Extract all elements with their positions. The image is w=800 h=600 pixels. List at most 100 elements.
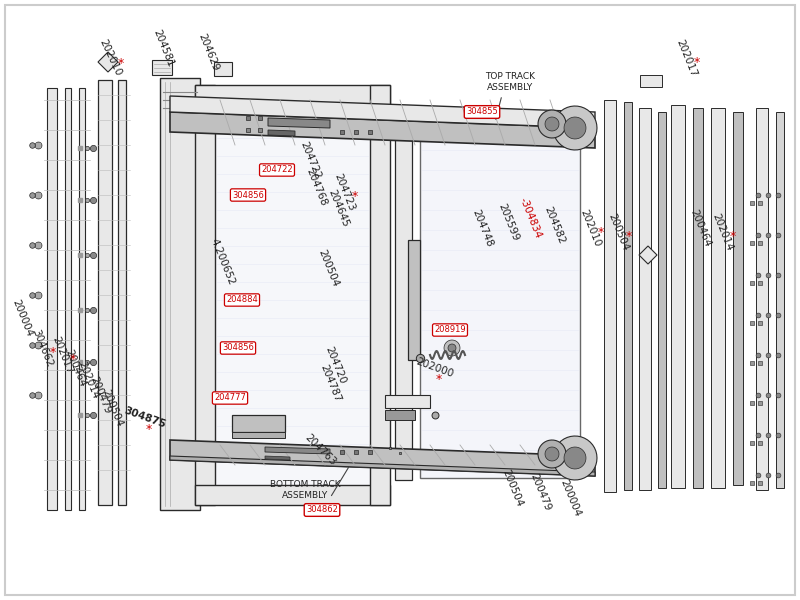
Text: 200504: 200504 bbox=[606, 212, 630, 252]
Text: 204768: 204768 bbox=[304, 167, 328, 207]
Text: 204581: 204581 bbox=[151, 28, 175, 68]
Polygon shape bbox=[640, 75, 662, 87]
Text: 204722: 204722 bbox=[261, 166, 293, 175]
Text: *: * bbox=[436, 373, 442, 386]
Polygon shape bbox=[545, 117, 559, 131]
Text: *: * bbox=[626, 230, 632, 243]
Text: 200004: 200004 bbox=[10, 298, 34, 338]
Text: 202010: 202010 bbox=[97, 38, 123, 78]
Polygon shape bbox=[170, 112, 595, 148]
Text: 304855: 304855 bbox=[466, 107, 498, 116]
Text: 204777: 204777 bbox=[214, 394, 246, 403]
Text: 200479: 200479 bbox=[88, 375, 112, 415]
Polygon shape bbox=[385, 410, 415, 420]
Text: 204723: 204723 bbox=[332, 172, 356, 212]
Polygon shape bbox=[408, 240, 420, 360]
Text: 202014: 202014 bbox=[76, 360, 100, 400]
Text: 204787: 204787 bbox=[318, 363, 342, 403]
Text: *: * bbox=[694, 56, 700, 69]
Text: 304875: 304875 bbox=[122, 406, 167, 430]
Polygon shape bbox=[268, 130, 295, 136]
Polygon shape bbox=[98, 52, 118, 72]
Text: 304856: 304856 bbox=[232, 191, 264, 199]
Polygon shape bbox=[268, 118, 330, 128]
Text: 204884: 204884 bbox=[226, 295, 258, 304]
Text: *: * bbox=[598, 226, 604, 239]
Text: 200504: 200504 bbox=[500, 468, 524, 508]
Polygon shape bbox=[671, 105, 685, 488]
Polygon shape bbox=[214, 62, 232, 76]
Text: 200504: 200504 bbox=[316, 248, 340, 288]
Text: 202010: 202010 bbox=[578, 208, 602, 248]
Polygon shape bbox=[564, 117, 586, 139]
Text: *: * bbox=[118, 56, 124, 70]
Polygon shape bbox=[444, 340, 460, 356]
Polygon shape bbox=[711, 108, 725, 488]
Text: 204722: 204722 bbox=[298, 140, 322, 180]
Polygon shape bbox=[604, 100, 616, 492]
Text: 304662: 304662 bbox=[30, 328, 54, 368]
Polygon shape bbox=[553, 436, 597, 480]
Polygon shape bbox=[564, 447, 586, 469]
Polygon shape bbox=[232, 415, 285, 432]
Polygon shape bbox=[624, 102, 632, 490]
Text: *: * bbox=[146, 423, 152, 436]
Polygon shape bbox=[448, 344, 456, 352]
Text: 202014: 202014 bbox=[710, 212, 734, 252]
Polygon shape bbox=[639, 246, 657, 264]
Text: 208919: 208919 bbox=[434, 325, 466, 335]
Polygon shape bbox=[98, 80, 112, 505]
Text: 204720: 204720 bbox=[323, 345, 347, 385]
Polygon shape bbox=[170, 456, 595, 476]
Polygon shape bbox=[195, 85, 390, 105]
Polygon shape bbox=[420, 112, 580, 478]
Text: 204629: 204629 bbox=[196, 32, 220, 72]
Text: 304856: 304856 bbox=[222, 343, 254, 352]
Text: 204748: 204748 bbox=[470, 208, 494, 248]
Polygon shape bbox=[65, 88, 71, 510]
Polygon shape bbox=[658, 112, 666, 488]
Polygon shape bbox=[170, 440, 595, 476]
Polygon shape bbox=[538, 440, 566, 468]
Polygon shape bbox=[215, 105, 370, 485]
Polygon shape bbox=[639, 108, 651, 490]
Text: 200464: 200464 bbox=[688, 208, 712, 248]
Polygon shape bbox=[776, 112, 784, 488]
Text: 204763: 204763 bbox=[302, 433, 338, 467]
Text: 304862: 304862 bbox=[306, 505, 338, 514]
Text: 205599: 205599 bbox=[496, 202, 520, 242]
Text: 4.200652: 4.200652 bbox=[208, 237, 236, 287]
Text: 200479: 200479 bbox=[528, 472, 552, 512]
Polygon shape bbox=[265, 447, 330, 454]
Text: 202000: 202000 bbox=[415, 356, 455, 379]
Polygon shape bbox=[733, 112, 743, 485]
Text: 202017: 202017 bbox=[674, 38, 698, 78]
Polygon shape bbox=[265, 456, 290, 460]
Text: 202017: 202017 bbox=[50, 335, 74, 375]
Polygon shape bbox=[553, 106, 597, 150]
Text: -304834: -304834 bbox=[518, 196, 542, 240]
Polygon shape bbox=[538, 110, 566, 138]
Polygon shape bbox=[232, 432, 285, 438]
Text: BOTTOM TRACK
ASSEMBLY: BOTTOM TRACK ASSEMBLY bbox=[270, 480, 340, 500]
Polygon shape bbox=[170, 96, 595, 128]
Polygon shape bbox=[385, 395, 430, 408]
Text: 200004: 200004 bbox=[558, 478, 582, 518]
Polygon shape bbox=[160, 78, 200, 510]
Polygon shape bbox=[118, 80, 126, 505]
Text: TOP TRACK
ASSEMBLY: TOP TRACK ASSEMBLY bbox=[485, 72, 535, 92]
Text: *: * bbox=[70, 353, 76, 366]
Polygon shape bbox=[79, 88, 85, 510]
Polygon shape bbox=[152, 60, 172, 75]
Polygon shape bbox=[195, 85, 215, 505]
Text: 204645: 204645 bbox=[326, 188, 350, 228]
Text: 204582: 204582 bbox=[542, 205, 566, 245]
Text: *: * bbox=[730, 230, 736, 243]
Text: *: * bbox=[50, 346, 56, 359]
Polygon shape bbox=[47, 88, 57, 510]
Text: 200504: 200504 bbox=[100, 388, 124, 428]
Text: 200464: 200464 bbox=[63, 348, 87, 388]
Polygon shape bbox=[756, 108, 768, 490]
Polygon shape bbox=[545, 447, 559, 461]
Polygon shape bbox=[693, 108, 703, 488]
